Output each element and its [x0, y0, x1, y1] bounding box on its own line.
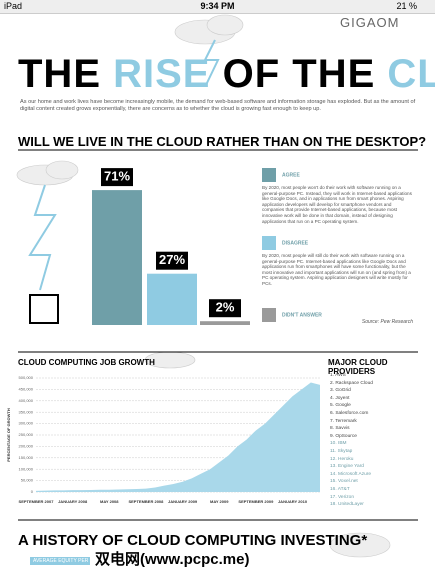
history-legend-bar [30, 557, 90, 565]
x-tick-label: JANUARY 2008 [58, 499, 88, 504]
lightning [203, 39, 220, 86]
provider: 14. Microsoft Azure [330, 471, 372, 477]
y-tick-label: 50,000 [21, 478, 34, 483]
provider: 11. Skytap [330, 448, 353, 454]
y-axis-label: PERCENTAGE OF GROWTH [6, 408, 11, 462]
legend-swatch [262, 308, 276, 322]
provider: 17. Verizon [330, 494, 355, 500]
value-label: 71% [104, 169, 130, 184]
providers-title: MAJOR CLOUD PROVIDERS [328, 358, 388, 376]
battery: 21 % [396, 1, 417, 11]
provider: 16. AT&T [330, 486, 350, 492]
y-tick-label: 200,000 [19, 443, 34, 448]
x-tick-label: JANUARY 2010 [278, 499, 308, 504]
provider: 4. Joyent [330, 395, 350, 401]
provider: 1. AWS [330, 373, 346, 378]
value-label-box [209, 299, 241, 318]
y-tick-label: 300,000 [19, 421, 34, 426]
provider: 18. UnitedLayer [330, 502, 364, 508]
provider: 15. Voxel.net [330, 479, 358, 485]
x-tick-label: MAY 2008 [100, 499, 119, 504]
title-word: THE [18, 52, 101, 96]
provider: 3. GoGrid [330, 388, 351, 394]
history-title: A HISTORY OF CLOUD COMPUTING INVESTING* [18, 532, 368, 549]
bar [147, 273, 197, 325]
y-tick-label: 500,000 [19, 375, 34, 380]
bar [92, 190, 142, 325]
bar [200, 321, 250, 325]
provider: 8. Savvis [330, 426, 350, 432]
x-tick-label: SEPTEMBER 2007 [19, 499, 55, 504]
legend-label: AGREE [282, 172, 300, 178]
legend-label: DISAGREE [282, 240, 309, 246]
title: THE RISE OF THE CLOUD [18, 52, 435, 97]
chart-title: CLOUD COMPUTING JOB GROWTH [18, 358, 155, 367]
y-tick-label: 150,000 [19, 455, 34, 460]
legend-swatch [262, 236, 276, 250]
legend-label: DIDN'T ANSWER [282, 312, 322, 318]
value-label-box [156, 251, 188, 270]
provider: 9. OpSource [330, 433, 357, 439]
provider: 13. Engine Yard [330, 464, 364, 470]
y-tick-label: 400,000 [19, 398, 34, 403]
x-tick-label: MAY 2009 [210, 499, 229, 504]
legend-text: By 2020, most people won't do their work… [262, 185, 412, 224]
area [36, 382, 320, 492]
title-word: OF THE [222, 52, 376, 96]
provider: 12. Heroku [330, 456, 354, 462]
y-tick-label: 250,000 [19, 432, 34, 437]
logo: GIGAOM [340, 15, 400, 30]
title-word: CLOUD [387, 52, 435, 96]
provider: 7. Terremark [330, 418, 357, 424]
legend-text: By 2020, most people will still do their… [262, 253, 411, 286]
value-label: 2% [216, 300, 235, 315]
computer-icon [29, 294, 59, 324]
time: 9:34 PM [200, 1, 235, 11]
intro: As our home and work lives have become i… [20, 99, 416, 112]
watermark: 双电网(www.pcpc.me) [95, 551, 250, 568]
provider: 6. Salesforce.com [330, 410, 369, 416]
provider: 10. IBM [330, 441, 347, 447]
providers-list: 1. AWS 2. Rackspace Cloud 3. GoGrid 4. Joye… [330, 372, 373, 509]
x-tick-label: SEPTEMBER 2008 [128, 499, 164, 504]
lightning [28, 184, 57, 291]
y-tick-label: 450,000 [19, 386, 34, 391]
value-label-box [101, 168, 133, 187]
y-tick-label: 350,000 [19, 409, 34, 414]
provider: 5. Google [330, 403, 351, 409]
y-tick-label: 0 [31, 489, 34, 494]
y-tick-label: 100,000 [19, 466, 34, 471]
history-legend: AVERAGE EQUITY PER DEAL [33, 558, 103, 564]
x-tick-label: SEPTEMBER 2009 [238, 499, 274, 504]
status-bar [0, 0, 435, 14]
legend-swatch [262, 168, 276, 182]
value-label: 27% [159, 252, 185, 267]
source: Source: Pew Research [361, 319, 413, 325]
question: WILL WE LIVE IN THE CLOUD RATHER THAN ON… [18, 134, 427, 149]
device: iPad [4, 1, 23, 11]
provider: 2. Rackspace Cloud [330, 380, 373, 386]
title-word: RISE [113, 52, 211, 96]
x-tick-label: JANUARY 2009 [168, 499, 198, 504]
cloud-art [16, 14, 391, 558]
